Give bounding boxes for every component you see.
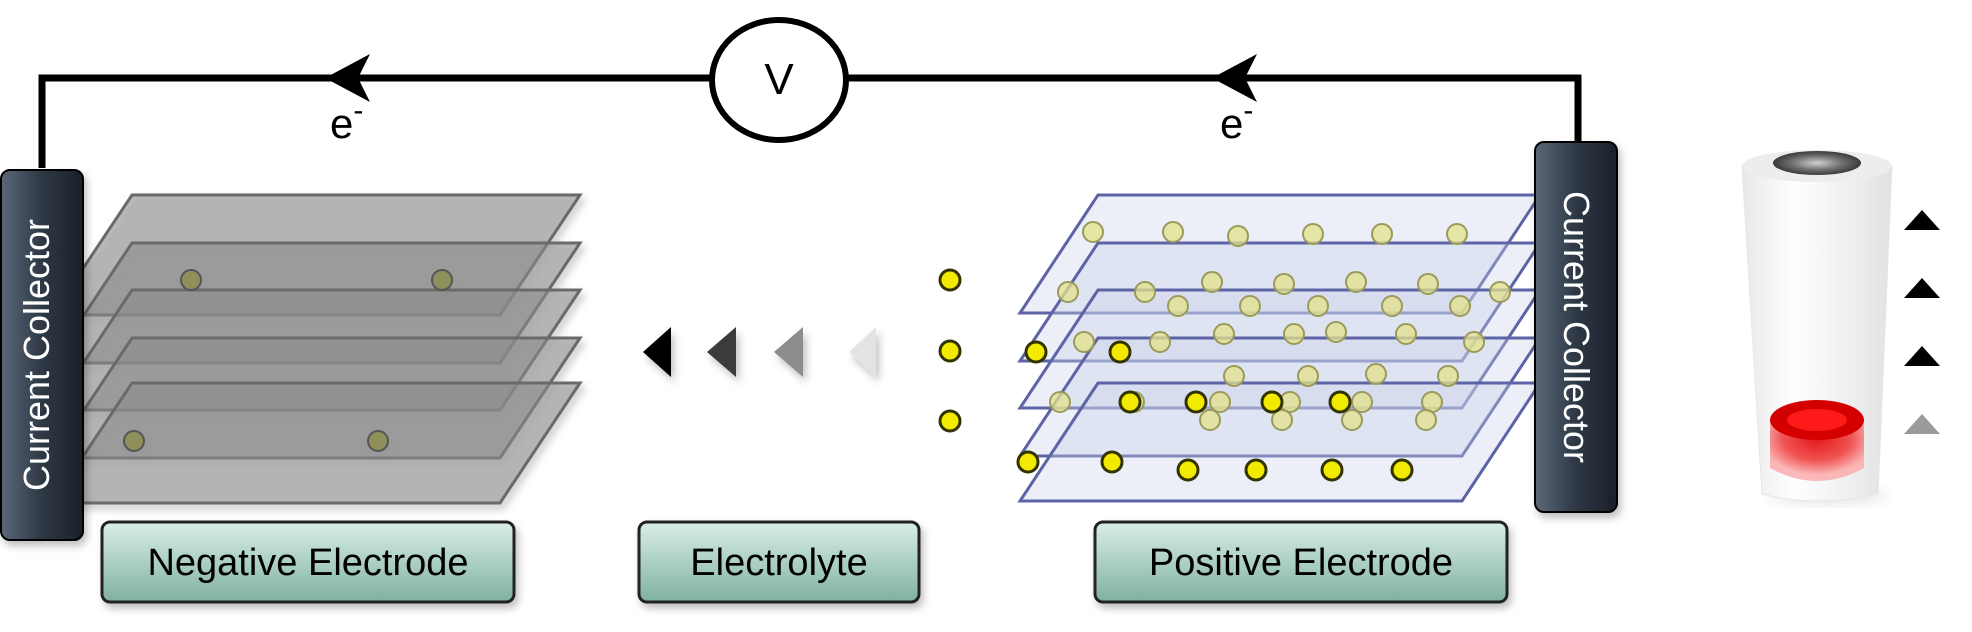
ion: [367, 430, 389, 452]
positive-electrode: [1016, 193, 1543, 503]
ion: [1320, 458, 1344, 482]
current-collector-right: Current Collector: [1534, 141, 1618, 513]
current-collector-bar: [1534, 141, 1618, 513]
ion: [1371, 223, 1393, 245]
negative-electrode-label: Negative Electrode: [147, 542, 468, 584]
ion-flow-arrow: [774, 327, 803, 377]
ion: [1395, 323, 1417, 345]
ion: [1415, 409, 1437, 431]
circuit-wire-right: [846, 74, 1582, 142]
ion: [1100, 450, 1124, 474]
ion: [1365, 363, 1387, 385]
charge-level-arrow: [1904, 210, 1940, 230]
ion: [1341, 409, 1363, 431]
electron-flow-arrow-left: [325, 54, 370, 102]
voltmeter: [709, 17, 849, 143]
ion: [1260, 390, 1284, 414]
ion: [1489, 281, 1511, 303]
ion: [1446, 223, 1468, 245]
ion: [1184, 390, 1208, 414]
ion: [1417, 273, 1439, 295]
ion: [1421, 391, 1443, 413]
ion: [1239, 295, 1261, 317]
ion: [1149, 331, 1171, 353]
ion: [1073, 331, 1095, 353]
electrolyte-label-box: Electrolyte: [637, 520, 921, 604]
ion-flow-arrow: [849, 327, 876, 377]
ion: [1049, 391, 1071, 413]
ion: [1167, 295, 1189, 317]
external-circuit: V e- e-: [38, 17, 1582, 168]
ion: [1209, 391, 1231, 413]
current-collector-label: Current Collector: [1556, 191, 1597, 463]
current-collector-label: Current Collector: [16, 219, 57, 491]
ion: [1016, 450, 1040, 474]
ion: [1134, 281, 1156, 303]
electron-label-left: e-: [330, 94, 363, 147]
ion-flow-arrows: [643, 327, 876, 377]
ion: [938, 409, 962, 433]
positive-electrode-label-box: Positive Electrode: [1093, 520, 1509, 604]
negative-electrode: [49, 193, 583, 505]
battery-level-arrows: [1904, 210, 1940, 434]
ion: [123, 430, 145, 452]
ion: [1024, 340, 1048, 364]
ion: [1463, 331, 1485, 353]
ion: [1082, 221, 1104, 243]
ion: [1437, 365, 1459, 387]
ion: [1227, 225, 1249, 247]
ion: [431, 269, 453, 291]
ion: [1325, 321, 1347, 343]
ion: [1223, 365, 1245, 387]
ion: [1176, 458, 1200, 482]
ion: [1244, 458, 1268, 482]
battery-cap: [1773, 151, 1861, 175]
ion: [1307, 295, 1329, 317]
ion: [1297, 365, 1319, 387]
battery-indicator: [1741, 150, 1940, 506]
negative-electrode-label-box: Negative Electrode: [100, 520, 516, 604]
positive-electrode-label: Positive Electrode: [1149, 542, 1453, 584]
ion: [1381, 295, 1403, 317]
electrolyte-label: Electrolyte: [690, 542, 867, 584]
ion: [1201, 271, 1223, 293]
ion: [1302, 223, 1324, 245]
ion: [1273, 273, 1295, 295]
ion: [180, 269, 202, 291]
ion: [1213, 323, 1235, 345]
ion: [1162, 221, 1184, 243]
ion-flow-arrow: [643, 327, 671, 377]
ion: [1328, 390, 1352, 414]
electron-flow-arrow-right: [1212, 54, 1257, 102]
battery-charge-level: [1770, 400, 1864, 481]
ion: [1449, 295, 1471, 317]
charge-level-arrow: [1904, 414, 1940, 434]
current-collector-bar: [0, 169, 84, 541]
ion: [1271, 409, 1293, 431]
electron-label-right: e-: [1220, 94, 1253, 147]
current-collector-left: Current Collector: [0, 169, 84, 541]
ion: [1283, 323, 1305, 345]
ion: [1118, 390, 1142, 414]
ion: [1199, 409, 1221, 431]
circuit-wire: [38, 74, 712, 168]
ion: [938, 268, 962, 292]
voltmeter-label: V: [764, 55, 794, 104]
ion: [1108, 340, 1132, 364]
charge-level-arrow: [1904, 346, 1940, 366]
charge-level-arrow: [1904, 278, 1940, 298]
ion: [938, 339, 962, 363]
ion: [1345, 271, 1367, 293]
ion: [1057, 281, 1079, 303]
electrolyte-ions: [938, 268, 962, 433]
ion: [1390, 458, 1414, 482]
ion-flow-arrow: [707, 327, 736, 377]
ion: [1351, 391, 1373, 413]
positive-electrode-plate: [1017, 288, 1543, 410]
